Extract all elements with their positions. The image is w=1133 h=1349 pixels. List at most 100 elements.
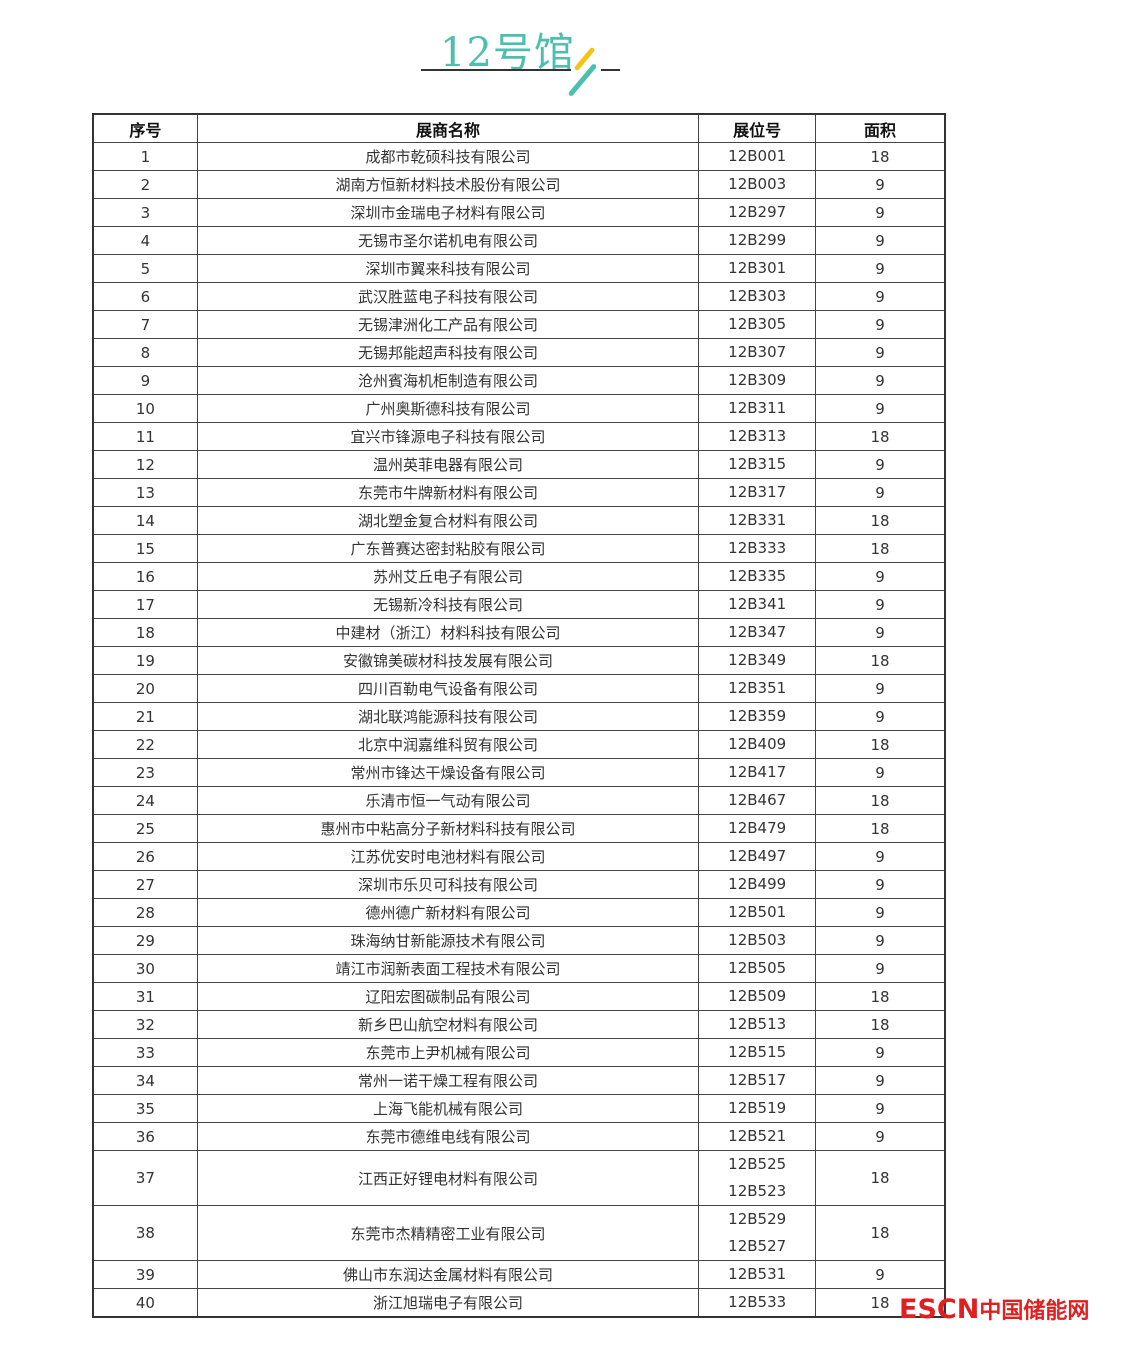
- company-name: 常州市锋达干燥设备有限公司: [196, 758, 700, 787]
- header-no: 序号: [92, 113, 198, 143]
- area: 9: [815, 1066, 946, 1095]
- booth-no: 12B307: [698, 338, 817, 367]
- row-no: 29: [92, 926, 198, 955]
- row-no: 23: [92, 758, 198, 787]
- booth-code: 12B479: [728, 819, 787, 837]
- table-row: 34 常州一诺干燥工程有限公司 12B517 9: [92, 1066, 946, 1095]
- row-no: 5: [92, 254, 198, 283]
- booth-code: 12B311: [728, 399, 787, 417]
- company-name: 深圳市乐贝可科技有限公司: [196, 870, 700, 899]
- booth-no: 12B333: [698, 534, 817, 563]
- area: 18: [815, 646, 946, 675]
- row-no: 33: [92, 1038, 198, 1067]
- row-no: 31: [92, 982, 198, 1011]
- table-row: 3 深圳市金瑞电子材料有限公司 12B297 9: [92, 198, 946, 227]
- booth-no: 12B299: [698, 226, 817, 255]
- row-no: 13: [92, 478, 198, 507]
- table-row: 12 温州英菲电器有限公司 12B315 9: [92, 450, 946, 479]
- table-row: 24 乐清市恒一气动有限公司 12B467 18: [92, 786, 946, 815]
- booth-code: 12B417: [728, 763, 787, 781]
- booth-no: 12B359: [698, 702, 817, 731]
- booth-no: 12B003: [698, 170, 817, 199]
- booth-no: 12B313: [698, 422, 817, 451]
- table-row: 27 深圳市乐贝可科技有限公司 12B499 9: [92, 870, 946, 899]
- row-no: 20: [92, 674, 198, 703]
- table-row: 16 苏州艾丘电子有限公司 12B335 9: [92, 562, 946, 591]
- booth-code: 12B497: [728, 847, 787, 865]
- booth-code: 12B527: [728, 1237, 787, 1255]
- booth-no: 12B519: [698, 1094, 817, 1123]
- row-no: 36: [92, 1122, 198, 1151]
- booth-no: 12B417: [698, 758, 817, 787]
- table-row: 14 湖北塑金复合材料有限公司 12B331 18: [92, 506, 946, 535]
- area: 9: [815, 898, 946, 927]
- table-row: 37 江西正好锂电材料有限公司 12B525 12B523 18: [92, 1150, 946, 1206]
- company-name: 无锡新冷科技有限公司: [196, 590, 700, 619]
- table-row: 36 东莞市德维电线有限公司 12B521 9: [92, 1122, 946, 1151]
- booth-code: 12B305: [728, 315, 787, 333]
- company-name: 江西正好锂电材料有限公司: [196, 1150, 700, 1206]
- row-no: 2: [92, 170, 198, 199]
- area: 9: [815, 758, 946, 787]
- booth-no: 12B317: [698, 478, 817, 507]
- row-no: 28: [92, 898, 198, 927]
- company-name: 新乡巴山航空材料有限公司: [196, 1010, 700, 1039]
- company-name: 靖江市润新表面工程技术有限公司: [196, 954, 700, 983]
- area: 18: [815, 534, 946, 563]
- area: 9: [815, 170, 946, 199]
- company-name: 湖南方恒新材料技术股份有限公司: [196, 170, 700, 199]
- area: 18: [815, 1010, 946, 1039]
- booth-no: 12B303: [698, 282, 817, 311]
- header-name: 展商名称: [196, 113, 700, 143]
- area: 9: [815, 674, 946, 703]
- company-name: 湖北塑金复合材料有限公司: [196, 506, 700, 535]
- area: 9: [815, 618, 946, 647]
- booth-code: 12B409: [728, 735, 787, 753]
- row-no: 24: [92, 786, 198, 815]
- booth-code: 12B523: [728, 1182, 787, 1200]
- booth-code: 12B529: [728, 1210, 787, 1228]
- booth-code: 12B335: [728, 567, 787, 585]
- table-row: 38 东莞市杰精精密工业有限公司 12B529 12B527 18: [92, 1205, 946, 1261]
- row-no: 17: [92, 590, 198, 619]
- area: 9: [815, 870, 946, 899]
- booth-no: 12B499: [698, 870, 817, 899]
- table-row: 30 靖江市润新表面工程技术有限公司 12B505 9: [92, 954, 946, 983]
- booth-no: 12B505: [698, 954, 817, 983]
- booth-no: 12B467: [698, 786, 817, 815]
- booth-no: 12B479: [698, 814, 817, 843]
- booth-no: 12B501: [698, 898, 817, 927]
- row-no: 19: [92, 646, 198, 675]
- table-row: 15 广东普赛达密封粘胶有限公司 12B333 18: [92, 534, 946, 563]
- row-no: 37: [92, 1150, 198, 1206]
- table-row: 5 深圳市翼来科技有限公司 12B301 9: [92, 254, 946, 283]
- company-name: 湖北联鸿能源科技有限公司: [196, 702, 700, 731]
- booth-no: 12B335: [698, 562, 817, 591]
- table-row: 19 安徽锦美碳材科技发展有限公司 12B349 18: [92, 646, 946, 675]
- area: 9: [815, 366, 946, 395]
- booth-code: 12B503: [728, 931, 787, 949]
- company-name: 宜兴市锋源电子科技有限公司: [196, 422, 700, 451]
- row-no: 10: [92, 394, 198, 423]
- area: 18: [815, 1205, 946, 1261]
- area: 9: [815, 198, 946, 227]
- area: 9: [815, 842, 946, 871]
- company-name: 浙江旭瑞电子有限公司: [196, 1288, 700, 1318]
- watermark-site: 中国储能网: [979, 1299, 1090, 1324]
- booth-no: 12B521: [698, 1122, 817, 1151]
- table-row: 1 成都市乾硕科技有限公司 12B001 18: [92, 142, 946, 171]
- table-row: 10 广州奥斯德科技有限公司 12B311 9: [92, 394, 946, 423]
- booth-code: 12B517: [728, 1071, 787, 1089]
- booth-code: 12B501: [728, 903, 787, 921]
- table-row: 28 德州德广新材料有限公司 12B501 9: [92, 898, 946, 927]
- company-name: 无锡邦能超声科技有限公司: [196, 338, 700, 367]
- row-no: 26: [92, 842, 198, 871]
- table-row: 35 上海飞能机械有限公司 12B519 9: [92, 1094, 946, 1123]
- table-row: 2 湖南方恒新材料技术股份有限公司 12B003 9: [92, 170, 946, 199]
- company-name: 江苏优安时电池材料有限公司: [196, 842, 700, 871]
- row-no: 30: [92, 954, 198, 983]
- area: 18: [815, 786, 946, 815]
- booth-no: 12B533: [698, 1288, 817, 1318]
- booth-no: 12B341: [698, 590, 817, 619]
- company-name: 乐清市恒一气动有限公司: [196, 786, 700, 815]
